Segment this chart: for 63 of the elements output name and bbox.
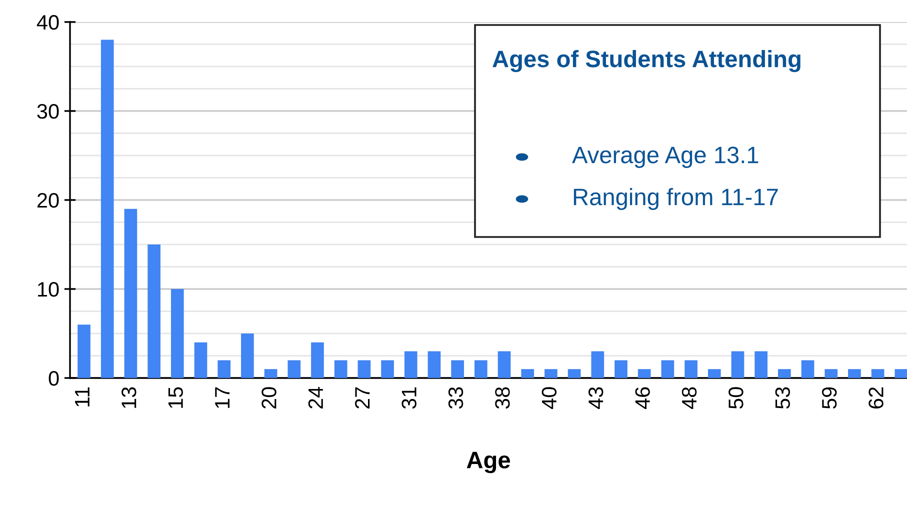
bar: [78, 324, 90, 378]
bar: [474, 360, 488, 378]
x-tick-label: 53: [775, 387, 790, 409]
x-tick-label: 59: [822, 387, 837, 409]
annotation: Ages of Students Attending: [492, 50, 800, 72]
bar: [358, 360, 371, 378]
y-tick-label: 10: [38, 282, 59, 297]
y-tick-label: 0: [48, 371, 59, 386]
bar: [381, 360, 394, 378]
y-tick-label: 30: [37, 104, 59, 119]
bar: [521, 369, 534, 378]
x-tick-label: 27: [355, 387, 370, 408]
x-tick-label: 50: [728, 387, 744, 409]
bar: [311, 342, 324, 378]
x-tick-label: 31: [402, 387, 416, 409]
bar: [894, 369, 907, 378]
x-tick-label: 15: [168, 387, 183, 408]
bar: [404, 351, 418, 378]
bar: [754, 351, 768, 378]
x-tick-label: 62: [868, 387, 884, 408]
bar: [824, 369, 838, 378]
bar: [218, 360, 231, 378]
bar: [801, 360, 814, 378]
x-tick-label: 24: [308, 386, 323, 408]
bar: [708, 369, 721, 378]
y-tick-label: 40: [36, 15, 59, 30]
x-tick-label: 17: [215, 387, 230, 408]
bar: [684, 360, 698, 378]
annotation: Average Age 13.1: [572, 146, 758, 168]
y-tick-label: 20: [37, 193, 59, 208]
bar: [871, 369, 884, 378]
bar: [170, 289, 184, 378]
x-tick-label: 33: [448, 387, 464, 409]
x-axis-title: Age: [466, 452, 510, 474]
bar: [241, 334, 254, 378]
bar: [428, 351, 441, 378]
bar: [288, 360, 301, 378]
bar: [848, 369, 861, 378]
bar: [194, 342, 208, 378]
bar: [591, 351, 604, 378]
bar: [638, 369, 651, 378]
bar: [334, 360, 348, 378]
bar: [124, 208, 138, 378]
bar: [568, 369, 581, 378]
x-tick-label: 46: [635, 387, 650, 410]
x-tick-label: 13: [122, 387, 136, 408]
x-tick-label: 48: [682, 387, 697, 410]
bar: [264, 369, 278, 378]
bar: [614, 360, 628, 378]
bar: [148, 244, 160, 378]
x-tick-label: 38: [495, 387, 510, 409]
bar: [778, 369, 791, 378]
x-tick-label: 20: [262, 387, 276, 408]
bar: [100, 40, 114, 378]
bar: [731, 351, 744, 378]
annotation: Ranging from 11-17: [574, 188, 778, 210]
bar: [661, 360, 674, 378]
bar: [544, 369, 558, 378]
bar: [451, 360, 464, 378]
bar: [498, 351, 511, 378]
x-tick-label: 11: [75, 387, 90, 406]
x-tick-label: 40: [542, 387, 557, 410]
x-tick-label: 43: [588, 387, 604, 410]
